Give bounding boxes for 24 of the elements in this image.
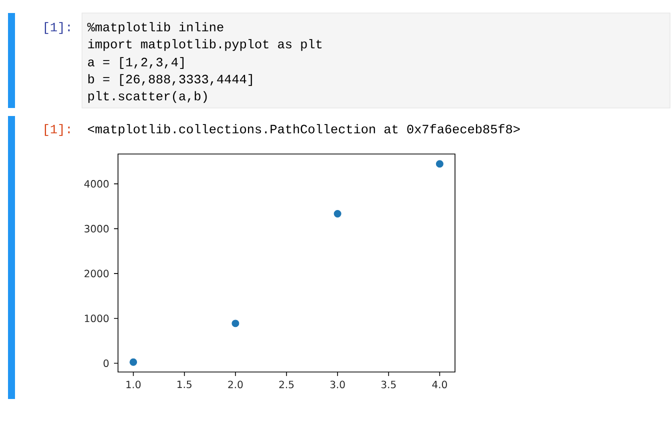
text: [1]: <box>44 22 70 34</box>
text: b = [26,888,3333,4444] <box>88 74 252 86</box>
x-tick-label: 3.0 <box>330 380 345 388</box>
text: <matplotlib.collections.PathCollection at 0x7fa6eceb85f8> <box>88 124 520 136</box>
point <box>334 210 342 218</box>
point <box>436 160 444 168</box>
point <box>130 358 138 366</box>
y-tick-label: 2000 <box>84 270 109 278</box>
point <box>232 320 240 328</box>
y-tick-label: 1000 <box>84 314 109 322</box>
text: [1]: <box>44 124 70 136</box>
text: %matplotlib inline <box>87 22 224 34</box>
y-tick-label: 4000 <box>84 180 109 188</box>
x-tick-label: 1.0 <box>126 380 141 388</box>
x-tick-label: 4.0 <box>432 380 447 388</box>
x-tick-label: 2.5 <box>279 380 294 388</box>
x-tick-label: 1.5 <box>178 380 192 388</box>
y-tick-label: 0 <box>104 359 109 368</box>
text: a = [1,2,3,4] <box>88 57 184 69</box>
y-tick-label: 3000 <box>84 224 109 232</box>
x-tick-label: 3.5 <box>381 380 396 388</box>
text: import matplotlib.pyplot as plt <box>88 39 322 51</box>
x-tick-label: 2.0 <box>228 380 243 388</box>
text: plt.scatter(a,b) <box>88 91 207 103</box>
